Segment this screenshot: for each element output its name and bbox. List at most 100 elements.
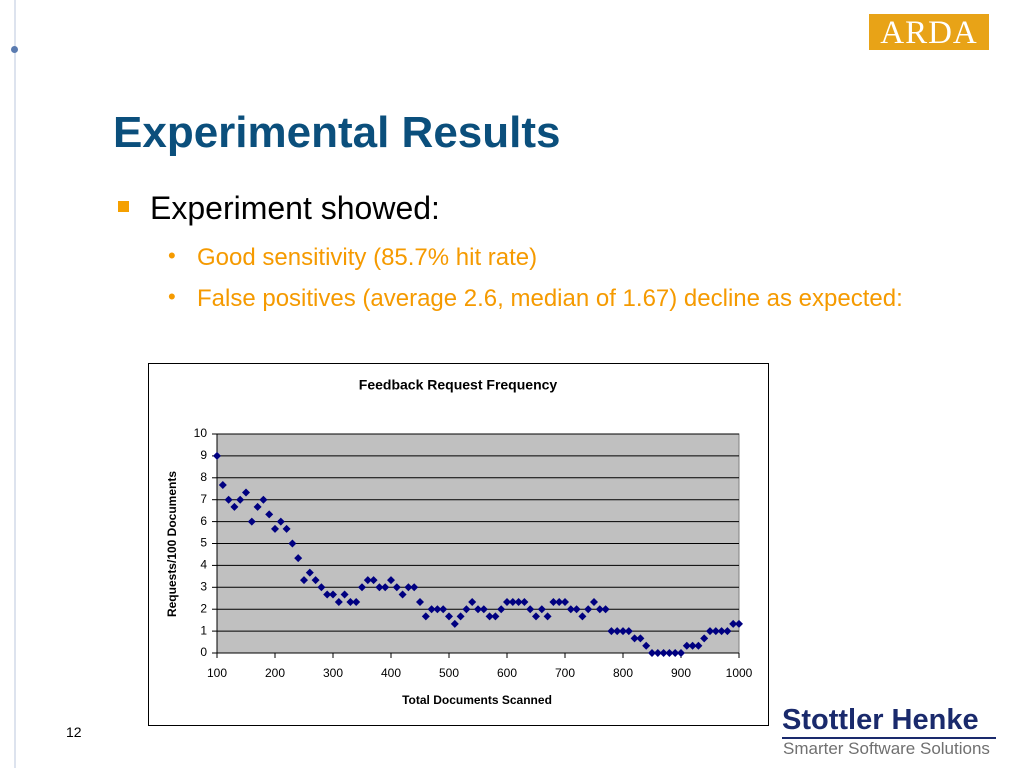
point (439, 605, 448, 614)
x-tick-label: 300 (323, 666, 343, 680)
point (271, 524, 279, 533)
company-rule (782, 737, 996, 739)
point (694, 641, 703, 650)
point (265, 510, 274, 519)
point (491, 612, 500, 621)
point (276, 517, 285, 526)
y-tick-label: 6 (200, 514, 207, 528)
edge-dot (11, 46, 18, 53)
point (642, 641, 651, 650)
point (427, 605, 436, 614)
point (236, 495, 245, 504)
point (282, 524, 291, 533)
point (584, 605, 593, 614)
point (613, 627, 622, 636)
point (595, 605, 604, 614)
point (375, 583, 384, 592)
point (711, 627, 720, 636)
point (717, 627, 726, 636)
point (508, 597, 517, 606)
point (311, 576, 320, 585)
point (300, 576, 308, 585)
point (369, 576, 378, 585)
point (213, 451, 221, 460)
point (648, 649, 656, 657)
point (485, 612, 494, 621)
point (578, 612, 587, 621)
point (514, 597, 523, 606)
point (329, 590, 337, 599)
x-tick-label: 800 (613, 666, 633, 680)
x-tick-label: 700 (555, 666, 575, 680)
point (218, 481, 227, 490)
point (317, 583, 326, 592)
point (555, 597, 564, 606)
point (294, 554, 303, 563)
page-number: 12 (66, 724, 82, 740)
y-tick-label: 5 (200, 536, 207, 550)
point (543, 612, 552, 621)
point (659, 649, 668, 657)
point (247, 517, 256, 526)
sub-bullet-dot: • (168, 284, 176, 309)
point (358, 583, 366, 592)
point (387, 576, 395, 585)
sub-bullet: False positives (average 2.6, median of … (197, 285, 903, 312)
arda-logo: ARDA (869, 14, 989, 51)
chart-title: Feedback Request Frequency (359, 377, 558, 393)
point (410, 583, 419, 592)
point (665, 649, 674, 657)
point (305, 568, 314, 577)
point (630, 634, 639, 643)
point (497, 605, 506, 614)
point (259, 495, 268, 504)
point (566, 605, 575, 614)
point (537, 605, 546, 614)
point (242, 488, 250, 497)
y-tick-label: 7 (200, 492, 207, 506)
company-name: Stottler Henke (782, 704, 979, 736)
point (549, 597, 558, 606)
point (416, 597, 424, 606)
point (352, 597, 361, 606)
sub-bullet-dot: • (168, 243, 176, 268)
point (601, 605, 610, 614)
point (224, 495, 233, 504)
slide-title: Experimental Results (113, 108, 561, 157)
y-tick-label: 9 (200, 448, 207, 462)
y-tick-label: 2 (200, 601, 207, 615)
y-tick-label: 10 (194, 426, 208, 440)
y-tick-label: 4 (200, 558, 207, 572)
point (526, 605, 535, 614)
y-tick-label: 1 (200, 623, 207, 637)
company-tagline: Smarter Software Solutions (783, 739, 990, 758)
bullet: Experiment showed: (150, 190, 440, 226)
point (253, 502, 262, 511)
x-tick-label: 900 (671, 666, 691, 680)
point (723, 627, 732, 636)
point (340, 590, 349, 599)
point (462, 605, 471, 614)
x-tick-label: 600 (497, 666, 517, 680)
point (624, 627, 633, 636)
point (682, 641, 691, 650)
point (561, 597, 569, 606)
y-axis-label: Requests/100 Documents (165, 471, 179, 617)
point (363, 576, 372, 585)
x-tick-label: 1000 (726, 666, 753, 680)
point (474, 605, 482, 614)
x-tick-label: 400 (381, 666, 401, 680)
sub-bullet: Good sensitivity (85.7% hit rate) (197, 244, 538, 271)
point (421, 612, 430, 621)
point (677, 649, 685, 657)
point (288, 539, 297, 548)
point (456, 612, 465, 621)
point (671, 649, 680, 657)
point (230, 502, 239, 511)
point (433, 605, 442, 614)
point (398, 590, 407, 599)
x-tick-label: 200 (265, 666, 285, 680)
point (468, 597, 477, 606)
